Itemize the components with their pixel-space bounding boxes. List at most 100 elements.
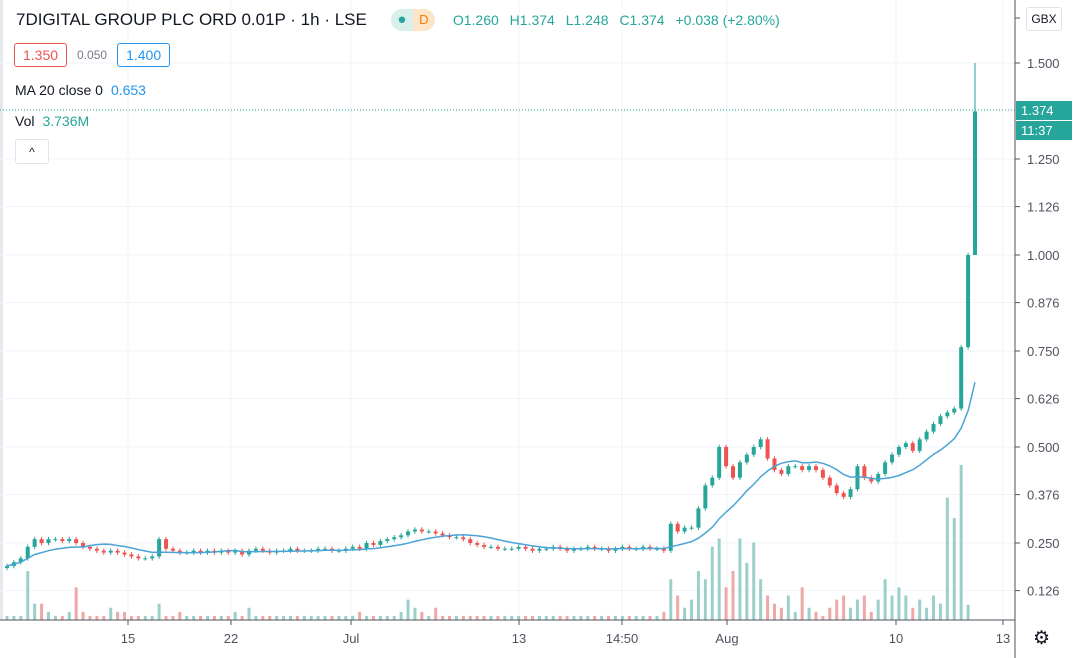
volume-bar: [88, 615, 92, 620]
volume-bar: [143, 615, 147, 620]
volume-bar: [74, 587, 78, 620]
volume-bar: [683, 607, 687, 620]
candle-body: [724, 447, 729, 467]
time-axis[interactable]: 15 22 Jul 13 14:50 Aug 10 13: [121, 620, 1010, 646]
vol-value: 3.736M: [42, 113, 90, 129]
volume-bar: [766, 595, 770, 620]
candle-body: [406, 531, 411, 536]
candle-body: [53, 539, 58, 541]
low-value: L1.248: [565, 12, 609, 28]
collapse-legend-button[interactable]: ^: [15, 139, 49, 164]
y-tick-label: 1.126: [1027, 200, 1060, 215]
volume-bar: [60, 615, 64, 620]
sell-button[interactable]: 1.350: [14, 43, 68, 67]
volume-bar: [240, 615, 244, 620]
volume-bar: [427, 615, 431, 620]
volume-bar: [53, 615, 57, 620]
candle-body: [399, 535, 404, 538]
volume-bar: [579, 615, 583, 620]
candle-body: [433, 531, 438, 534]
vol-label: Vol: [15, 113, 35, 129]
volume-bar: [641, 615, 645, 620]
candle-body: [18, 558, 23, 563]
volume-bar: [662, 611, 666, 620]
volume-bar: [586, 615, 590, 620]
candle-body: [5, 566, 9, 568]
volume-bar: [925, 607, 929, 620]
candle-body: [530, 548, 535, 551]
candle-body: [357, 546, 362, 549]
volume-bar: [565, 615, 569, 620]
volume-bar: [759, 579, 763, 620]
volume-bar: [150, 615, 154, 620]
volume-bar: [171, 615, 175, 620]
x-tick-label: 15: [121, 631, 135, 646]
market-status[interactable]: ● D: [390, 9, 435, 31]
candle-body: [585, 546, 590, 549]
change-value: +0.038 (+2.80%): [675, 12, 780, 28]
quote-row: 1.350 0.050 1.400: [14, 43, 171, 67]
candle-body: [115, 550, 120, 553]
candle-body: [461, 537, 466, 540]
candle-body: [903, 443, 908, 447]
volume-bar: [12, 615, 16, 620]
ma-line: [6, 382, 976, 567]
candle-body: [668, 523, 673, 551]
volume-bar: [613, 615, 617, 620]
candle-body: [495, 546, 500, 549]
candle-body: [737, 462, 742, 478]
candle-body: [378, 541, 383, 545]
volume-bar: [676, 595, 680, 620]
price-axis[interactable]: 1.500 1.250 1.126 1.000 0.876 0.750 0.626 0.500…: [1015, 17, 1060, 599]
volume-bar: [123, 611, 127, 620]
volume-bar: [109, 607, 113, 620]
buy-button[interactable]: 1.400: [117, 43, 171, 67]
candle-body: [744, 454, 749, 463]
y-tick-label: 1.500: [1027, 56, 1060, 71]
candle-body: [620, 546, 625, 549]
ma-legend[interactable]: MA 20 close 0 0.653: [15, 82, 146, 98]
volume-bar: [807, 607, 811, 620]
candle-body: [39, 539, 44, 543]
volume-bar: [883, 579, 887, 620]
candle-body: [143, 558, 148, 560]
spread-value: 0.050: [77, 48, 108, 62]
candle-body: [233, 550, 238, 553]
candle-body: [94, 548, 99, 551]
candle-body: [177, 550, 182, 553]
market-open-icon: ●: [390, 9, 413, 31]
volume-bar: [102, 615, 106, 620]
currency-button[interactable]: GBX: [1026, 7, 1062, 31]
ohlc-values: O1.260 H1.374 L1.248 C1.374 +0.038 (+2.8…: [453, 12, 787, 28]
settings-gear-icon[interactable]: ⚙: [1033, 628, 1051, 649]
volume-bar: [544, 615, 548, 620]
symbol-title[interactable]: 7DIGITAL GROUP PLC ORD 0.01P · 1h · LSE: [16, 10, 367, 29]
chevron-up-icon: ^: [29, 145, 35, 159]
candle-body: [807, 466, 812, 471]
candle-body: [910, 443, 915, 451]
volume-bar: [164, 615, 168, 620]
candle-body: [765, 439, 770, 459]
candle-body: [226, 550, 231, 553]
volume-bar: [136, 615, 140, 620]
candle-body: [565, 548, 570, 551]
candle-body: [959, 347, 964, 409]
candle-body: [240, 550, 245, 555]
x-tick-label: 10: [889, 631, 903, 646]
volume-bar: [275, 615, 279, 620]
volume-bar: [323, 615, 327, 620]
open-value: O1.260: [452, 12, 499, 28]
candle-body: [364, 543, 369, 549]
volume-bar: [627, 615, 631, 620]
volume-bar: [199, 615, 203, 620]
volume-bar: [302, 615, 306, 620]
volume-bar: [904, 595, 908, 620]
candle-body: [440, 533, 445, 536]
volume-bar: [254, 615, 258, 620]
volume-bar: [786, 595, 790, 620]
candle-body: [544, 548, 549, 550]
volume-legend[interactable]: Vol 3.736M: [15, 113, 89, 129]
candle-body: [793, 466, 798, 468]
candle-body: [392, 537, 397, 540]
